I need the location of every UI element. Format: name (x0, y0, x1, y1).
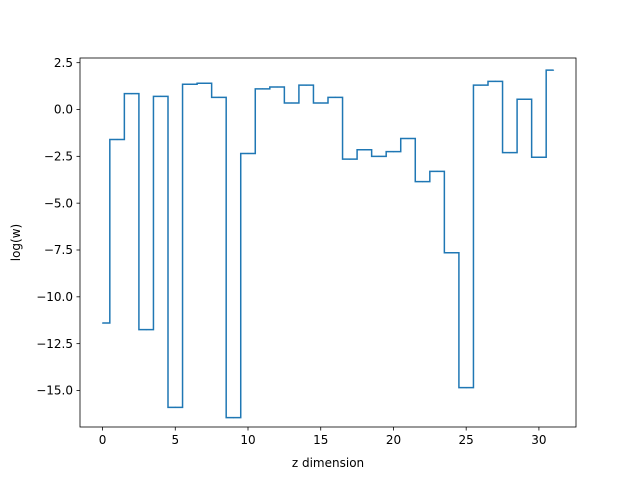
y-axis-ticks: 2.5 0.0 −2.5 −5.0 −7.5 −10.0 −12.5 −15.0 (36, 56, 80, 398)
y-tick-label: −5.0 (44, 196, 73, 210)
data-point (421, 181, 424, 183)
data-point (174, 406, 176, 408)
data-point (116, 138, 118, 141)
y-tick-label: −7.5 (44, 243, 73, 257)
y-tick-label: −10.0 (36, 290, 73, 304)
data-points (101, 69, 555, 419)
y-axis-label: log(w) (9, 224, 23, 261)
data-point (480, 84, 482, 86)
data-point (203, 82, 205, 84)
y-tick-label: 0.0 (54, 103, 73, 117)
x-tick-label: 5 (171, 433, 179, 447)
data-point (320, 102, 322, 104)
x-tick-label: 10 (240, 433, 255, 447)
data-point (392, 151, 395, 153)
data-point (509, 151, 511, 154)
data-point (276, 86, 278, 88)
x-tick-label: 20 (386, 433, 401, 447)
data-point (334, 96, 336, 98)
data-point (494, 80, 496, 83)
data-point (131, 92, 133, 95)
y-tick-label: −2.5 (44, 150, 73, 164)
x-tick-label: 15 (313, 433, 328, 447)
data-point (363, 149, 365, 151)
data-point (538, 156, 540, 158)
data-point (305, 84, 307, 86)
data-point (436, 170, 438, 172)
y-tick-label: 2.5 (54, 56, 73, 70)
y-tick-label: −12.5 (36, 337, 73, 351)
data-point (145, 329, 147, 331)
data-point (407, 137, 409, 140)
data-point (378, 155, 380, 157)
data-point (349, 158, 351, 160)
data-point (160, 95, 162, 97)
x-axis-label: z dimension (292, 456, 364, 470)
x-tick-label: 30 (531, 433, 546, 447)
data-point (523, 98, 525, 100)
data-point (101, 322, 104, 324)
x-tick-label: 25 (459, 433, 474, 447)
y-tick-label: −15.0 (36, 384, 73, 398)
data-point (189, 83, 191, 85)
data-point (291, 102, 293, 104)
data-point (232, 417, 235, 419)
x-axis-ticks: 0 5 10 15 20 25 30 (99, 427, 547, 447)
data-point (465, 387, 467, 389)
data-point (552, 69, 555, 71)
data-point (261, 88, 264, 90)
data-point (247, 152, 249, 155)
plot-area (80, 58, 576, 427)
data-point (451, 252, 453, 254)
axes-frame (79, 57, 577, 428)
data-point (218, 96, 220, 98)
x-tick-label: 0 (99, 433, 107, 447)
